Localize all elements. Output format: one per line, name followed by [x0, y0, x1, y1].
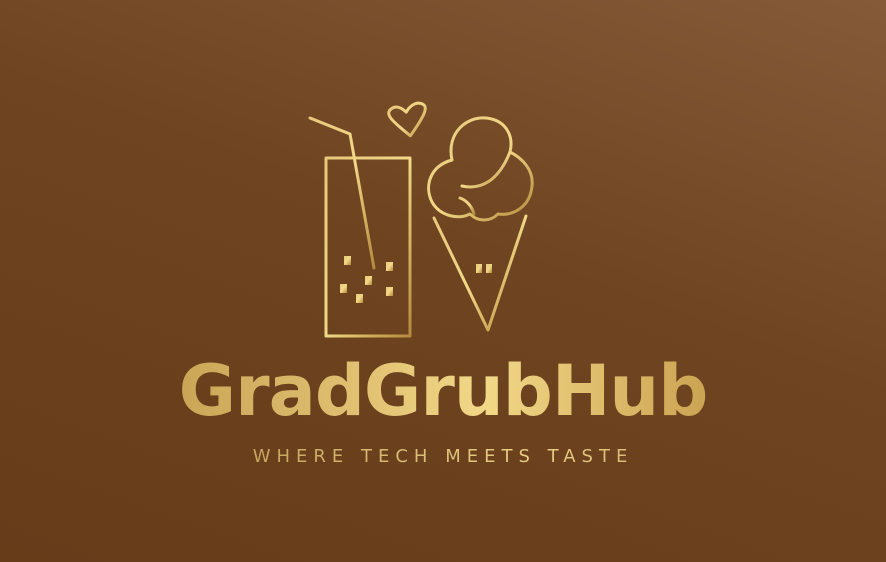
drink-bubbles [340, 256, 393, 303]
drink-glass-icon [324, 156, 412, 338]
heart-icon [387, 101, 427, 138]
brand-name: GradGrubHub [0, 356, 886, 426]
straw-icon [308, 116, 376, 270]
ice-cream-cone-icon [427, 116, 546, 338]
tagline: WHERE TECH MEETS TASTE [0, 448, 886, 466]
logo-emblem [308, 101, 546, 338]
cone-sprinkles [476, 264, 492, 273]
